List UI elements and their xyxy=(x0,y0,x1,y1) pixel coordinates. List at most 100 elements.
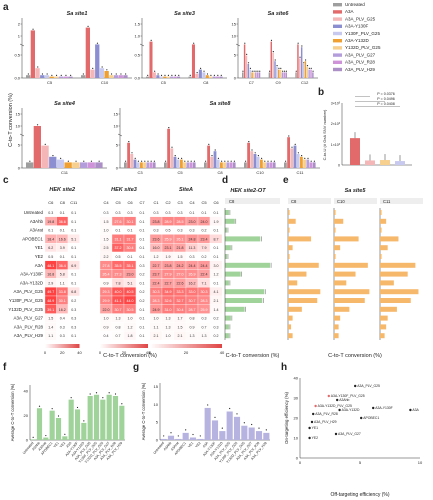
panel-c-cell-value: 1.0 xyxy=(104,229,109,233)
panel-a-bar xyxy=(49,156,57,168)
panel-a-point xyxy=(82,73,84,75)
panel-c-cell-value: 1.8 xyxy=(128,334,133,338)
panel-g-point xyxy=(221,427,223,429)
panel-c-col-label: C5 xyxy=(201,200,207,205)
panel-e-bar xyxy=(334,271,356,277)
panel-e-bar xyxy=(380,262,416,268)
panel-c-cell-value: 31.7 xyxy=(127,237,134,241)
panel-d-bar xyxy=(225,306,245,312)
panel-a-point xyxy=(110,73,113,75)
panel-a-ytick: 0.5 xyxy=(134,53,140,58)
panel-c-cell-value: 48.9 xyxy=(47,299,54,303)
panel-h-point xyxy=(327,394,330,398)
panel-e-xlabel: C-to-T conversion (%) xyxy=(328,353,382,359)
panel-c-col-label: C6 xyxy=(48,200,54,205)
panel-e-bar xyxy=(380,227,382,233)
panel-a-category: C7 xyxy=(249,80,255,85)
panel-d-bar xyxy=(225,324,229,330)
panel-a-bar xyxy=(63,76,68,78)
panel-a-bar xyxy=(149,41,153,78)
panel-c-col-label: C7 xyxy=(139,200,145,205)
panel-a-point xyxy=(282,70,284,72)
panel-c-cell-value: 0.2 xyxy=(202,229,207,233)
panel-e-col-header-bg xyxy=(380,198,423,204)
panel-f-point xyxy=(121,403,123,405)
panel-c-row-label: Y130F_PLV_G25 xyxy=(9,298,44,303)
panel-g-ytick: 0 xyxy=(156,438,159,443)
panel-a-bar xyxy=(270,41,272,78)
panel-c-cell-value: 1.1 xyxy=(60,281,65,285)
panel-a-bar xyxy=(195,73,199,78)
panel-a-bar xyxy=(310,69,312,78)
panel-e-bar xyxy=(334,236,359,242)
panel-c-cell-value: 25.9 xyxy=(201,308,208,312)
panel-g-point xyxy=(243,422,245,424)
panel-a-point xyxy=(313,160,315,162)
panel-a-point xyxy=(171,74,173,76)
panel-a-point xyxy=(251,149,253,151)
panel-a-legend-swatch xyxy=(333,3,342,7)
panel-b-pvalue: P = 0.0496 xyxy=(377,97,394,101)
panel-f-xtick: A3A xyxy=(65,441,73,449)
panel-c-cell-value: 0.1 xyxy=(71,255,76,259)
panel-e-bar xyxy=(334,245,341,251)
panel-c-cell-value: 0.4 xyxy=(104,334,109,338)
panel-b-ytick: 1×10³ xyxy=(331,143,341,147)
panel-c-cell-value: 49.7 xyxy=(47,290,54,294)
panel-c-cell-value: 1.2 xyxy=(154,255,159,259)
panel-c-cell-value: 0.9 xyxy=(190,325,195,329)
panel-a-bar xyxy=(306,66,308,78)
panel-b-pvalue: P = 0.0376 xyxy=(377,92,394,96)
panel-a-bar xyxy=(309,162,313,168)
panel-c-cell-value: 0.1 xyxy=(71,273,76,277)
panel-a-axis-break xyxy=(19,43,25,47)
panel-h-point-label: APOBEC1 xyxy=(363,416,379,420)
panel-c-cell-value: 44.0 xyxy=(127,299,134,303)
panel-a-bar xyxy=(287,137,290,168)
panel-f-xtick: A3Ahb xyxy=(31,441,41,451)
panel-a-bar xyxy=(146,76,150,78)
panel-a-bar xyxy=(26,75,31,78)
panel-a-point xyxy=(220,74,222,76)
panel-a-legend-swatch xyxy=(333,24,342,28)
panel-c-cell-value: 16.8 xyxy=(47,273,54,277)
panel-a-bar xyxy=(220,162,223,168)
panel-a-point xyxy=(276,65,278,67)
panel-c-xlabel: C-to-T conversion (%) xyxy=(103,353,157,359)
panel-c-group-title: HEK site2 xyxy=(49,187,75,193)
panel-a-bar xyxy=(85,27,90,79)
panel-c-cell-value: 5.8 xyxy=(60,273,65,277)
panel-a-bar xyxy=(223,162,226,168)
panel-a-bar xyxy=(198,69,202,78)
panel-a-point xyxy=(210,74,212,76)
panel-a-point xyxy=(55,74,58,76)
panel-a-point xyxy=(29,160,31,162)
panel-a-bar xyxy=(249,69,251,78)
panel-a-bar xyxy=(33,126,41,168)
panel-a-point xyxy=(144,160,146,162)
panel-e-bar xyxy=(380,236,399,242)
panel-b-ytick: 0 xyxy=(338,164,340,168)
panel-a-point xyxy=(67,160,69,162)
panel-a-point xyxy=(90,160,93,162)
panel-f-bar xyxy=(43,437,49,440)
panel-h-point-label: A3A xyxy=(412,408,419,412)
panel-c-cell-value: 1.5 xyxy=(178,255,183,259)
panel-a-point xyxy=(255,70,257,72)
panel-a-bar xyxy=(300,156,303,168)
panel-c-colorscale xyxy=(150,344,222,348)
panel-a-bar xyxy=(204,162,207,168)
panel-e-col-label: C11 xyxy=(383,199,391,204)
panel-b-bar xyxy=(395,161,405,165)
panel-a-point xyxy=(245,160,247,162)
panel-a-legend-label: Untreated xyxy=(345,2,365,7)
panel-a-category: C12 xyxy=(301,80,309,85)
panel-c-cell-value: 1.2 xyxy=(128,325,133,329)
panel-a-legend-swatch xyxy=(333,46,342,50)
panel-a-bar xyxy=(302,64,305,78)
panel-a-ytick: 1 xyxy=(18,34,21,39)
panel-a-bar xyxy=(167,128,170,168)
panel-a-legend-swatch xyxy=(333,60,342,64)
panel-a-point xyxy=(199,67,202,69)
panel-e-bar xyxy=(334,254,336,259)
